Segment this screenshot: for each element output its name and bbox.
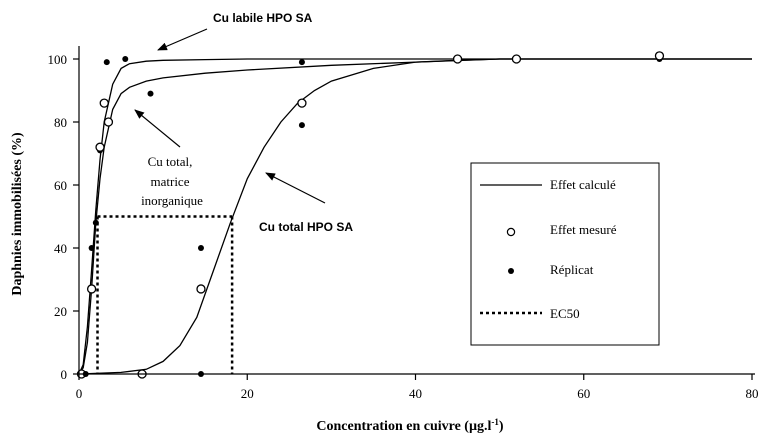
measured-point [104,118,112,126]
replicate-point [198,245,204,251]
measured-point [454,55,462,63]
replicate-point [148,91,154,97]
annotation-cu-total-inorg-line2: matrice [151,174,190,189]
measured-point [512,55,520,63]
replicate-point [104,59,110,65]
measured-point [298,99,306,107]
legend-ec50-label: EC50 [550,306,580,321]
y-tick-label: 20 [54,304,67,319]
replicate-point [89,245,95,251]
arrow-cu-total-inorg [135,110,180,147]
x-tick-label: 60 [577,386,590,401]
legend-calc-label: Effet calculé [550,177,616,192]
measured-point [197,285,205,293]
legend-meas-marker [507,228,514,235]
annotation-cu-total-hpo: Cu total HPO SA [259,220,353,234]
replicate-point [122,56,128,62]
replicate-point [93,220,99,226]
y-tick-label: 100 [48,52,68,67]
y-tick-label: 80 [54,115,67,130]
ec50-layer [98,217,233,375]
measured-point [96,143,104,151]
y-tick-label: 0 [61,367,68,382]
measured-point [100,99,108,107]
x-tick-label: 80 [746,386,759,401]
x-tick-label: 0 [76,386,83,401]
y-axis-label: Daphnies immobilisées (%) [10,132,25,296]
legend-rep-marker [508,268,514,274]
arrow-cu-total-hpo [266,173,325,203]
legend: Effet calculé Effet mesuré Réplicat EC50 [471,163,659,345]
annotation-cu-total-inorg-line3: inorganique [141,193,203,208]
y-tick-label: 40 [54,241,67,256]
legend-meas-label: Effet mesuré [550,222,617,237]
x-axis-label: Concentration en cuivre (µg.l-1) [316,417,504,434]
x-tick-label: 20 [241,386,254,401]
annotation-cu-labile: Cu labile HPO SA [213,11,313,25]
legend-rep-label: Réplicat [550,262,594,277]
measured-point [655,52,663,60]
replicate-point [299,59,305,65]
y-tick-label: 60 [54,178,67,193]
measured-point [88,285,96,293]
x-tick-label: 40 [409,386,422,401]
replicate-point [299,122,305,128]
arrow-cu-labile [158,29,207,50]
annotation-cu-total-inorg-line1: Cu total, [148,154,193,169]
